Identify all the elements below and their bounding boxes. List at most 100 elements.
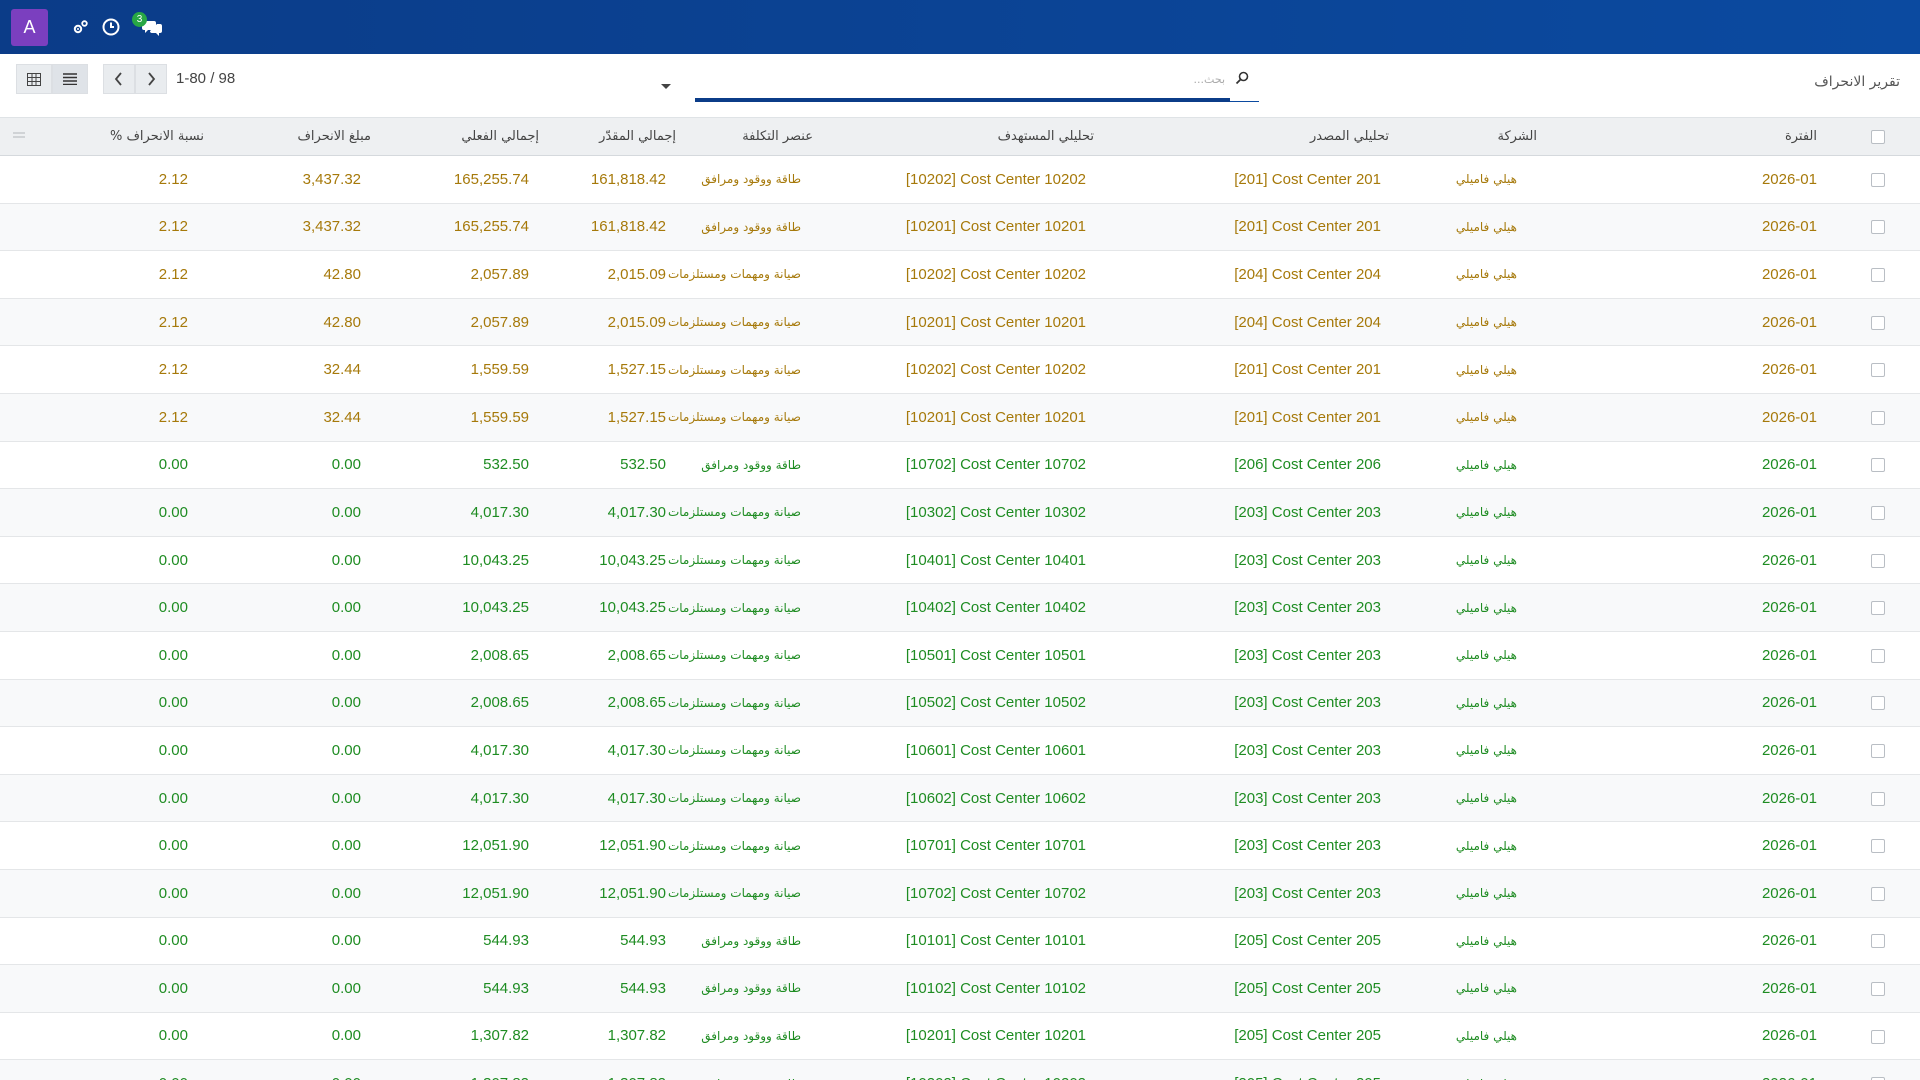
cell-company: هيلي فاميلي [1455,315,1517,330]
row-checkbox[interactable] [1870,601,1885,616]
pager-value[interactable]: 1-80 / 98 [176,70,236,87]
row-checkbox[interactable] [1870,648,1885,663]
cell-planned-total: 161,818.42 [590,170,666,188]
cell-target-analytic: [10402] Cost Center 10402 [905,599,1086,617]
column-options-handle[interactable] [0,118,34,156]
row-checkbox[interactable] [1870,743,1885,758]
cell-variance-pct: 0.00 [158,503,188,521]
header-planned-total[interactable]: إجمالي المقدّر [599,129,676,144]
cell-target-analytic: [10302] Cost Center 10302 [905,503,1086,521]
header-cost-element[interactable]: عنصر التكلفة [742,129,813,144]
table-row[interactable]: 0.00 0.00 4,017.30 4,017.30 صيانة ومهمات ومس… [0,488,1920,537]
table-row[interactable]: 2.12 3,437.32 165,255.74 161,818.42 طاقة ووق… [0,156,1920,204]
table-row[interactable]: 2.12 42.80 2,057.89 2,015.09 صيانة ومهمات وم… [0,298,1920,346]
cell-company: هيلي فاميلي [1455,362,1517,377]
cell-company: هيلي فاميلي [1455,648,1517,663]
clock-icon[interactable] [98,14,124,40]
user-avatar[interactable]: A [11,8,48,46]
cell-source-analytic: [206] Cost Center 206 [1234,456,1381,474]
table-row[interactable]: 0.00 0.00 4,017.30 4,017.30 صيانة ومهمات ومس… [0,727,1920,775]
row-checkbox[interactable] [1870,410,1885,425]
row-spacer [0,156,34,204]
row-checkbox[interactable] [1870,220,1885,235]
list-view-button[interactable] [52,64,88,94]
activity-cog-icon[interactable] [68,14,94,40]
row-checkbox[interactable] [1870,505,1885,520]
row-checkbox[interactable] [1870,839,1885,854]
table-row[interactable]: 0.00 0.00 10,043.25 10,043.25 صيانة ومهمات و… [0,583,1920,632]
row-select-cell [1835,251,1920,299]
header-company[interactable]: الشركة [1497,129,1537,144]
cell-company: هيلي فاميلي [1455,981,1517,996]
header-select-all[interactable] [1835,118,1920,156]
cell-period: 2026-01 [1537,1060,1835,1080]
cell-planned-total: 4,017.30 [607,789,666,807]
cell-actual-total: 544.93 [483,932,529,950]
cell-actual-total: 165,255.74 [453,170,529,188]
cell-planned-total: 544.93 [620,932,666,950]
header-target-analytic[interactable]: تحليلي المستهدف [997,129,1094,144]
row-checkbox[interactable] [1870,696,1885,711]
cell-company: هيلي فاميلي [1455,600,1517,615]
header-variance-amount[interactable]: مبلغ الانحراف [297,129,371,144]
row-checkbox[interactable] [1870,553,1885,568]
table-row[interactable]: 0.00 0.00 4,017.30 4,017.30 صيانة ومهمات ومس… [0,774,1920,822]
table-row[interactable]: 2.12 32.44 1,559.59 1,527.15 صيانة ومهمات وم… [0,346,1920,394]
cell-variance-amount: 0.00 [331,884,361,902]
header-source-analytic[interactable]: تحليلي المصدر [1310,129,1389,144]
cell-variance-pct: 0.00 [158,741,188,759]
cell-source-analytic: [203] Cost Center 203 [1234,694,1381,712]
header-actual-total[interactable]: إجمالي الفعلي [461,129,539,144]
row-checkbox[interactable] [1870,934,1885,949]
table-row[interactable]: 0.00 0.00 10,043.25 10,043.25 صيانة ومهمات و… [0,536,1920,584]
search-options-toggle[interactable] [660,76,672,95]
select-all-checkbox[interactable] [1870,129,1885,144]
pager-next-button[interactable] [135,64,167,94]
table-row[interactable]: 0.00 0.00 532.50 532.50 طاقة ووقود ومرافق [10… [0,441,1920,489]
header-period[interactable]: الفترة [1784,129,1817,144]
table-row[interactable]: 2.12 42.80 2,057.89 2,015.09 صيانة ومهمات وم… [0,251,1920,299]
cell-variance-pct: 2.12 [158,313,188,331]
row-checkbox[interactable] [1870,458,1885,473]
pivot-view-button[interactable] [16,64,52,94]
row-spacer [0,1060,34,1080]
row-checkbox[interactable] [1870,1077,1885,1080]
row-select-cell [1835,584,1920,632]
row-spacer [0,346,34,394]
table-row[interactable]: 0.00 0.00 544.93 544.93 طاقة ووقود ومرافق [10… [0,964,1920,1013]
row-select-cell [1835,203,1920,251]
table-row[interactable]: 0.00 0.00 12,051.90 12,051.90 صيانة ومهمات و… [0,822,1920,870]
cell-planned-total: 544.93 [620,979,666,997]
table-row[interactable]: 0.00 0.00 544.93 544.93 طاقة ووقود ومرافق [10… [0,917,1920,965]
row-checkbox[interactable] [1870,172,1885,187]
header-variance-pct[interactable]: نسبة الانحراف % [109,129,204,144]
table-row[interactable]: 2.12 3,437.32 165,255.74 161,818.42 طاقة ووق… [0,203,1920,251]
search-input[interactable] [695,66,1225,92]
cell-variance-amount: 32.44 [323,361,361,379]
row-checkbox[interactable] [1870,315,1885,330]
cell-cost-element: صيانة ومهمات ومستلزمات [667,505,801,520]
table-row[interactable]: 0.00 0.00 12,051.90 12,051.90 صيانة ومهمات و… [0,869,1920,917]
cell-planned-total: 1,307.82 [539,1060,676,1080]
row-checkbox[interactable] [1870,791,1885,806]
cell-planned-total: 2,008.65 [607,694,666,712]
cell-period: 2026-01 [1761,646,1817,664]
table-row[interactable]: 0.00 0.00 2,008.65 2,008.65 صيانة ومهمات ومس… [0,679,1920,727]
chat-icon[interactable]: 3 [132,12,166,40]
cell-source-analytic: [205] Cost Center 205 [1094,1060,1389,1080]
table-row[interactable]: 2.12 32.44 1,559.59 1,527.15 صيانة ومهمات وم… [0,393,1920,442]
row-checkbox[interactable] [1870,363,1885,378]
row-checkbox[interactable] [1870,886,1885,901]
search-icon[interactable] [1235,70,1249,89]
cell-cost-element: صيانة ومهمات ومستلزمات [667,600,801,615]
row-checkbox[interactable] [1870,981,1885,996]
row-checkbox[interactable] [1870,268,1885,283]
table-row[interactable]: 0.00 0.00 2,008.65 2,008.65 صيانة ومهمات ومس… [0,631,1920,680]
cell-actual-total: 4,017.30 [470,741,529,759]
cell-planned-total: 1,307.82 [607,1027,666,1045]
pager-previous-button[interactable] [103,64,135,94]
row-spacer [0,869,34,917]
row-checkbox[interactable] [1870,1029,1885,1044]
